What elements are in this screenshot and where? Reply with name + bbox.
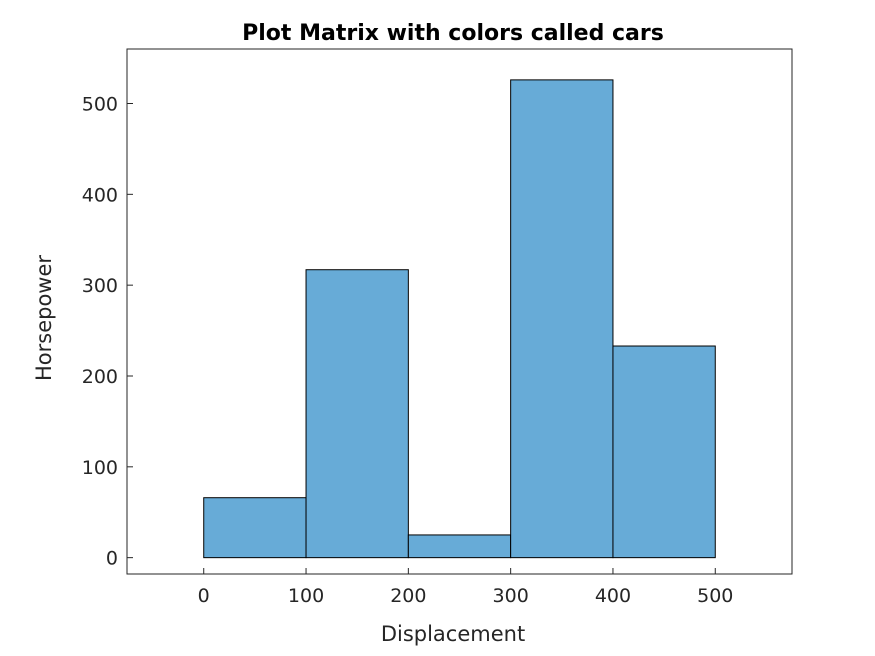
histogram-bar-1 [305, 269, 409, 559]
y-tick-label-5: 500 [82, 93, 118, 115]
y-axis-label: Horsepower [32, 255, 56, 381]
y-tick-label-1: 100 [82, 457, 118, 479]
histogram-bar-0 [203, 497, 307, 559]
x-tick-label-4: 400 [595, 585, 631, 607]
x-tick-label-2: 200 [390, 585, 426, 607]
x-axis-label: Displacement [381, 622, 525, 646]
x-axis-ticks: 0 100 200 300 400 500 [198, 568, 733, 607]
histogram-bar-3 [510, 79, 614, 559]
y-tick-label-4: 400 [82, 184, 118, 206]
axes-frame [126, 48, 793, 575]
x-tick-label-0: 0 [198, 585, 210, 607]
x-tick-label-3: 300 [493, 585, 529, 607]
histogram-bar-4 [612, 345, 716, 559]
y-tick-label-0: 0 [106, 548, 118, 570]
y-tick-label-2: 200 [82, 366, 118, 388]
x-tick-label-1: 100 [288, 585, 324, 607]
y-axis-ticks: 0 100 200 300 400 500 [82, 93, 133, 570]
bar-group [203, 79, 716, 559]
histogram-bar-2 [407, 534, 512, 559]
x-tick-label-5: 500 [697, 585, 733, 607]
chart-title: Plot Matrix with colors called cars [242, 21, 664, 46]
y-tick-label-3: 300 [82, 275, 118, 297]
